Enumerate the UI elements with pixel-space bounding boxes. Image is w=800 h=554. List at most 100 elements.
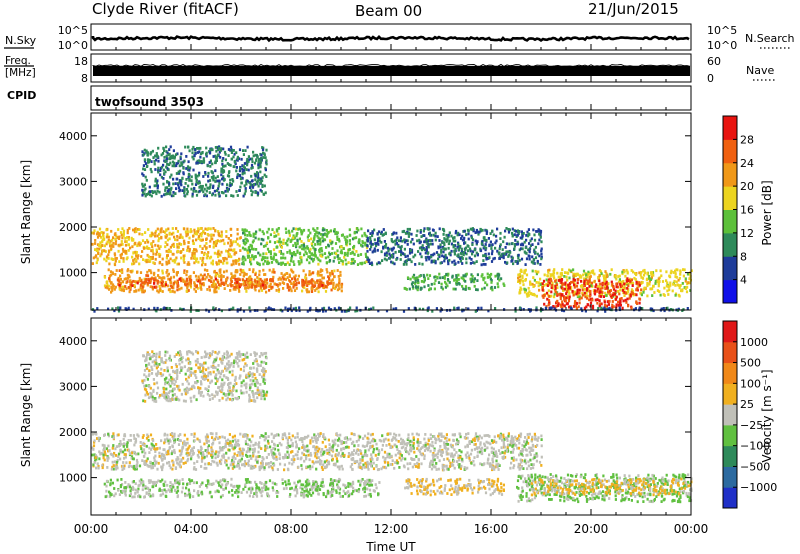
heatmap-cell [300, 229, 303, 232]
heatmap-cell [455, 276, 458, 280]
heatmap-cell [172, 149, 175, 153]
heatmap-cell [242, 255, 245, 259]
heatmap-cell [586, 287, 589, 290]
heatmap-cell [125, 461, 128, 465]
heatmap-cell [590, 284, 593, 287]
heatmap-cell [168, 163, 171, 166]
heatmap-cell [374, 244, 378, 248]
heatmap-cell [262, 245, 266, 248]
heatmap-cell [202, 160, 206, 163]
heatmap-cell [288, 234, 291, 237]
heatmap-cell [192, 242, 195, 245]
nsearch-tick-top: 10^5 [707, 24, 737, 37]
heatmap-cell [371, 234, 374, 238]
heatmap-cell [250, 244, 253, 248]
heatmap-cell [642, 269, 645, 273]
heatmap-cell [111, 286, 114, 290]
heatmap-cell [231, 456, 234, 459]
heatmap-cell [454, 287, 457, 291]
heatmap-cell [651, 294, 654, 297]
heatmap-cell [296, 242, 299, 245]
heatmap-cell [258, 262, 261, 266]
heatmap-cell [196, 174, 199, 178]
heatmap-cell [314, 243, 317, 246]
heatmap-cell [266, 230, 269, 234]
heatmap-cell [178, 439, 181, 442]
heatmap-cell [125, 287, 128, 291]
heatmap-cell [135, 467, 138, 471]
heatmap-cell [467, 245, 470, 248]
heatmap-cell [273, 270, 276, 274]
heatmap-cell [232, 455, 235, 458]
heatmap-cell [262, 280, 265, 284]
heatmap-cell [122, 285, 125, 289]
heatmap-cell [259, 253, 262, 257]
heatmap-cell [188, 249, 191, 253]
heatmap-cell [580, 307, 583, 311]
heatmap-cell [247, 278, 250, 281]
heatmap-cell [118, 283, 121, 287]
heatmap-cell [204, 435, 207, 439]
heatmap-cell [313, 284, 317, 287]
heatmap-cell [588, 276, 591, 279]
heatmap-cell [289, 259, 293, 263]
heatmap-cell [215, 241, 218, 245]
heatmap-cell [677, 278, 680, 282]
heatmap-cell [578, 288, 581, 292]
heatmap-cell [196, 230, 199, 234]
heatmap-cell [249, 186, 252, 189]
heatmap-cell [309, 231, 312, 235]
heatmap-cell [433, 275, 436, 279]
heatmap-cell [619, 303, 622, 307]
heatmap-cell [298, 262, 301, 266]
heatmap-cell [241, 447, 244, 451]
heatmap-cell [666, 289, 669, 293]
heatmap-cell [150, 271, 153, 275]
heatmap-cell [559, 303, 562, 307]
heatmap-cell [182, 280, 185, 283]
heatmap-cell [246, 281, 249, 284]
heatmap-cell [317, 290, 320, 294]
heatmap-cell [317, 258, 320, 262]
heatmap-cell [280, 272, 283, 275]
heatmap-cell [209, 463, 213, 466]
heatmap-cell [404, 255, 407, 258]
heatmap-cell [540, 249, 543, 253]
heatmap-cell [319, 268, 322, 272]
heatmap-cell [603, 300, 606, 304]
heatmap-cell [202, 157, 205, 160]
heatmap-cell [517, 273, 520, 277]
heatmap-cell [120, 270, 123, 273]
heatmap-cell [152, 252, 155, 256]
heatmap-cell [196, 151, 199, 154]
heatmap-cell [196, 232, 199, 236]
nsearch-tick-bottom: 10^0 [707, 39, 737, 52]
heatmap-cell [92, 256, 95, 260]
heatmap-cell [286, 272, 289, 275]
heatmap-cell [585, 281, 588, 285]
heatmap-cell [399, 250, 402, 253]
heatmap-cell [121, 236, 124, 240]
heatmap-cell [287, 285, 290, 289]
heatmap-cell [526, 294, 529, 298]
heatmap-cell [107, 434, 110, 438]
heatmap-cell [582, 273, 585, 277]
heatmap-cell [414, 253, 417, 257]
heatmap-cell [306, 247, 309, 250]
heatmap-cell [216, 252, 219, 256]
heatmap-cell [658, 280, 661, 283]
heatmap-cell [301, 437, 304, 440]
heatmap-cell [211, 436, 214, 439]
heatmap-cell [562, 309, 566, 313]
heatmap-cell [268, 288, 271, 292]
heatmap-cell [203, 273, 206, 277]
heatmap-cell [176, 438, 180, 441]
heatmap-cell [490, 279, 493, 282]
heatmap-cell [550, 294, 553, 298]
heatmap-cell [170, 285, 174, 289]
heatmap-cell [532, 258, 535, 261]
heatmap-cell [230, 263, 233, 267]
heatmap-cell [349, 234, 352, 237]
heatmap-cell [110, 244, 113, 248]
heatmap-cell [433, 287, 436, 291]
